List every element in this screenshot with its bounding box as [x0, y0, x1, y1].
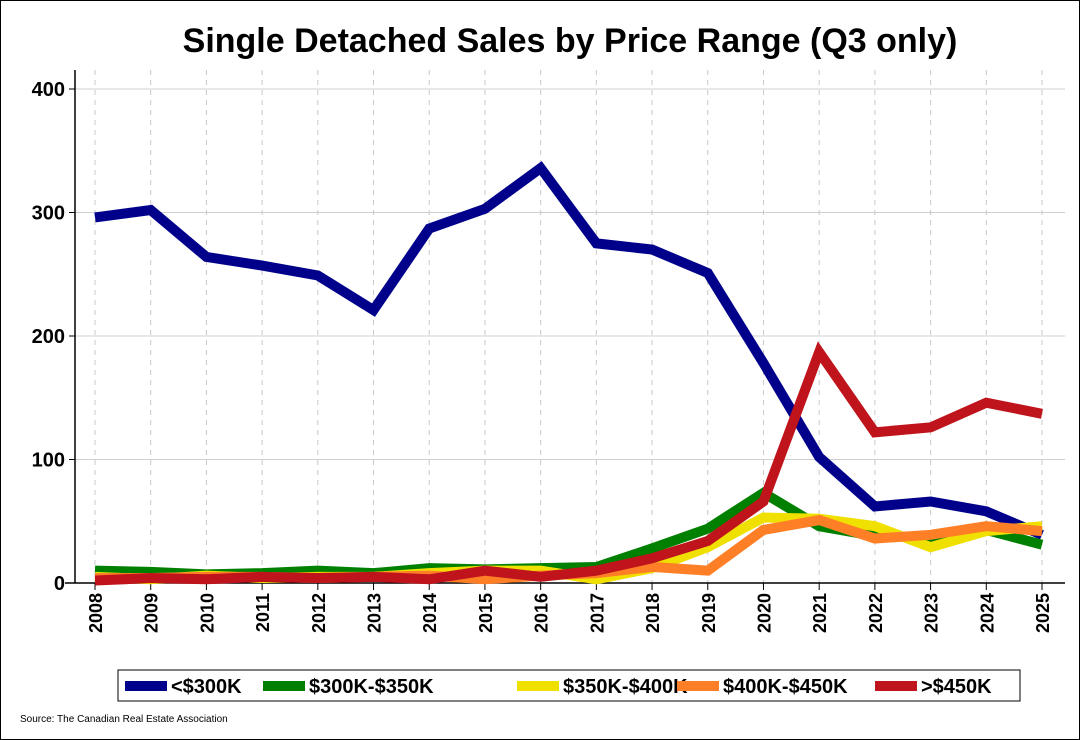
y-tick-label: 200 [32, 326, 65, 348]
series-line [94, 341, 1043, 586]
x-tick-label: 2020 [754, 593, 774, 633]
legend-label: $400K-$450K [723, 676, 848, 698]
series-line [94, 161, 1044, 540]
x-tick-label: 2023 [922, 593, 942, 633]
legend-label: <$300K [171, 676, 242, 698]
x-tick-label: 2022 [866, 593, 886, 633]
legend-label: $350K-$400K [563, 676, 688, 698]
x-tick-label: 2019 [699, 593, 719, 633]
x-tick-label: 2021 [810, 593, 830, 633]
source-note: Source: The Canadian Real Estate Associa… [20, 714, 228, 725]
x-tick-label: 2015 [476, 593, 496, 633]
x-tick-label: 2025 [1033, 593, 1053, 633]
y-tick-label: 300 [32, 203, 65, 225]
x-tick-label: 2009 [142, 593, 162, 633]
y-tick-label: 100 [32, 450, 65, 472]
legend: <$300K $300K-$350K $350K-$400K $400K-$450K >… [117, 669, 1021, 702]
x-tick-label: 2016 [532, 593, 552, 633]
x-tick-label: 2018 [643, 593, 663, 633]
legend-label: $300K-$350K [309, 676, 434, 698]
x-tick-label: 2008 [86, 593, 106, 633]
x-tick-label: 2013 [365, 593, 385, 633]
x-tick-label: 2014 [420, 593, 440, 633]
x-tick-label: 2012 [309, 593, 329, 633]
x-tick-label: 2011 [253, 593, 273, 632]
chart-title: Single Detached Sales by Price Range (Q3… [183, 22, 958, 60]
x-tick-label: 2010 [197, 593, 217, 633]
x-tick-label: 2017 [587, 593, 607, 633]
y-tick-label: 0 [54, 573, 65, 595]
x-tick-label: 2024 [977, 593, 997, 633]
legend-label: >$450K [921, 676, 992, 698]
y-tick-label: 400 [32, 79, 65, 101]
